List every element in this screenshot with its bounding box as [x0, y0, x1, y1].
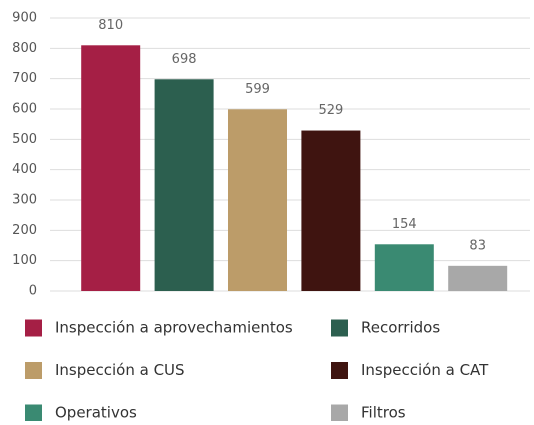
- legend-label: Recorridos: [361, 319, 440, 337]
- legend-swatch: [25, 362, 42, 379]
- bar: [301, 130, 361, 291]
- legend-swatch: [331, 319, 348, 337]
- bar: [448, 265, 508, 291]
- value-label: 599: [245, 82, 270, 97]
- legend-swatch: [331, 362, 348, 379]
- bar: [228, 109, 287, 291]
- bar: [81, 45, 141, 291]
- y-tick-label: 0: [29, 284, 37, 299]
- legend-label: Operativos: [55, 404, 137, 422]
- legend-label: Filtros: [361, 404, 406, 422]
- y-tick-label: 900: [12, 11, 37, 26]
- bar: [154, 79, 214, 291]
- legend-swatch: [25, 319, 42, 337]
- y-tick-label: 300: [12, 193, 37, 208]
- value-label: 83: [469, 238, 486, 253]
- y-tick-label: 400: [12, 162, 37, 177]
- legend-label: Inspección a CAT: [361, 361, 489, 379]
- value-label: 810: [98, 18, 123, 33]
- legend-swatch: [331, 404, 348, 422]
- value-label: 529: [318, 103, 343, 118]
- y-tick-label: 700: [12, 71, 37, 86]
- y-tick-label: 100: [12, 253, 37, 268]
- value-label: 698: [172, 52, 197, 67]
- y-tick-label: 500: [12, 132, 37, 147]
- y-tick-label: 600: [12, 102, 37, 117]
- y-tick-label: 800: [12, 41, 37, 56]
- y-tick-label: 200: [12, 223, 37, 238]
- legend-swatch: [25, 404, 42, 422]
- bar: [374, 244, 434, 291]
- legend-label: Inspección a CUS: [55, 361, 185, 379]
- legend-label: Inspección a aprovechamientos: [55, 319, 293, 337]
- value-label: 154: [392, 217, 417, 232]
